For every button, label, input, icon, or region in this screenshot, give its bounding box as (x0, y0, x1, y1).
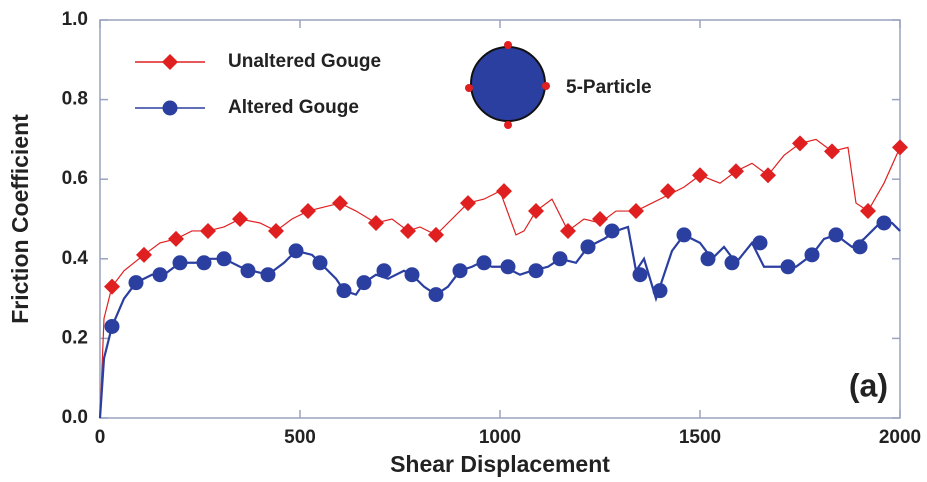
marker (560, 222, 576, 239)
series-line (98, 221, 901, 419)
marker (852, 239, 868, 255)
marker (580, 239, 596, 255)
marker (724, 255, 740, 271)
particle-dot (465, 84, 473, 92)
marker (892, 139, 908, 156)
marker (660, 183, 676, 200)
series-line (99, 138, 901, 419)
marker (400, 222, 416, 239)
marker (628, 203, 644, 220)
marker (376, 263, 392, 279)
particle-dot (542, 82, 550, 90)
marker (356, 275, 372, 291)
y-tick-label: 0.6 (62, 168, 88, 189)
marker (828, 227, 844, 243)
particle-dot (504, 121, 512, 129)
marker (240, 263, 256, 279)
marker (368, 214, 384, 231)
marker (428, 226, 444, 243)
x-tick-label: 1000 (479, 427, 521, 448)
marker (804, 247, 820, 263)
particle (470, 46, 546, 122)
marker (152, 267, 168, 283)
particle-dot (504, 41, 512, 49)
marker (268, 222, 284, 239)
marker (780, 259, 796, 275)
marker (824, 143, 840, 160)
marker (168, 230, 184, 247)
marker (128, 275, 144, 291)
legend-marker (162, 100, 178, 116)
marker (404, 267, 420, 283)
marker (476, 255, 492, 271)
marker (700, 251, 716, 267)
marker (792, 135, 808, 152)
marker (196, 255, 212, 271)
marker (452, 263, 468, 279)
x-tick-label: 0 (95, 427, 106, 448)
marker (428, 287, 444, 303)
marker (104, 318, 120, 334)
marker (692, 167, 708, 184)
marker (676, 227, 692, 243)
marker (260, 267, 276, 283)
marker (136, 246, 152, 263)
marker (728, 163, 744, 180)
marker (460, 195, 476, 212)
marker (652, 283, 668, 299)
panel-label: (a) (849, 367, 888, 403)
legend-label: Unaltered Gouge (228, 51, 381, 72)
marker (172, 255, 188, 271)
particle-icon (465, 41, 550, 129)
marker (500, 259, 516, 275)
x-tick-label: 2000 (879, 427, 921, 448)
marker (876, 215, 892, 231)
y-tick-label: 0.2 (62, 327, 88, 348)
y-tick-label: 0.4 (62, 248, 89, 269)
marker (200, 222, 216, 239)
marker (528, 263, 544, 279)
marker (496, 183, 512, 200)
x-tick-label: 1500 (679, 427, 721, 448)
x-tick-label: 500 (284, 427, 316, 448)
marker (760, 167, 776, 184)
marker (232, 211, 248, 227)
marker (592, 211, 608, 227)
marker (528, 203, 544, 220)
y-tick-label: 0.0 (62, 407, 88, 428)
marker (336, 283, 352, 299)
annotation: 5-Particle (566, 77, 652, 98)
marker (104, 278, 120, 295)
x-axis-title: Shear Displacement (390, 451, 610, 477)
marker (216, 251, 232, 267)
marker (312, 255, 328, 271)
marker (632, 267, 648, 283)
y-tick-label: 1.0 (62, 9, 88, 30)
marker (752, 235, 768, 251)
marker (860, 203, 876, 220)
marker (288, 243, 304, 259)
marker (604, 223, 620, 239)
marker (552, 251, 568, 267)
marker (300, 203, 316, 220)
legend-label: Altered Gouge (228, 97, 359, 118)
marker (332, 195, 348, 212)
y-tick-label: 0.8 (62, 89, 88, 110)
legend-marker (162, 54, 178, 70)
y-axis-title: Friction Coefficient (7, 114, 33, 324)
